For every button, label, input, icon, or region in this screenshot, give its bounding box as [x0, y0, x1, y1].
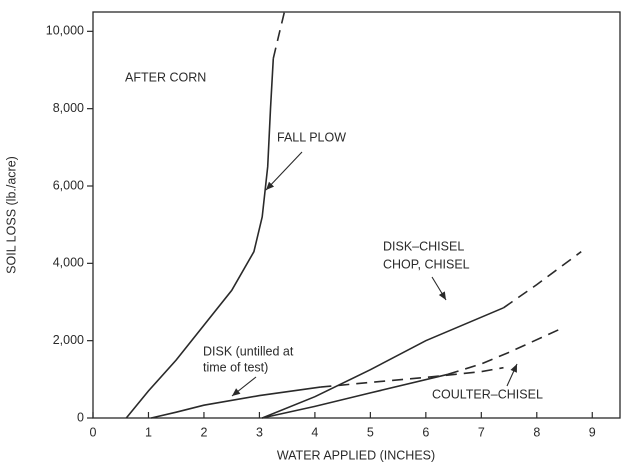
y-tick-label: 4,000 — [53, 256, 84, 270]
x-tick-label: 6 — [422, 425, 429, 439]
line-solid — [125, 58, 275, 419]
y-tick-label: 8,000 — [53, 101, 84, 115]
y-tick-label: 10,000 — [46, 24, 84, 38]
arrow-line — [265, 151, 303, 191]
annotation: DISK–CHISEL — [383, 239, 464, 253]
line-solid — [261, 307, 504, 419]
plot-frame — [92, 11, 621, 419]
x-tick-label: 2 — [200, 425, 207, 439]
annotation: AFTER CORN — [125, 70, 206, 84]
y-tick-label: 2,000 — [53, 333, 84, 347]
annotation: time of test) — [203, 360, 268, 374]
annotation: DISK (untilled at — [203, 344, 294, 358]
annotation: COULTER–CHISEL — [432, 387, 543, 401]
line-solid — [262, 373, 449, 419]
x-tick-label: 0 — [90, 425, 97, 439]
x-tick-label: 9 — [589, 425, 596, 439]
arrow-head — [438, 291, 446, 300]
x-tick-label: 3 — [256, 425, 263, 439]
line-dashed — [503, 251, 582, 309]
x-tick-label: 7 — [478, 425, 485, 439]
y-axis-label: SOIL LOSS (lb./acre) — [4, 156, 18, 274]
line-dashed — [320, 366, 504, 388]
annotation: CHOP, CHISEL — [383, 257, 470, 271]
arrow-head — [266, 181, 275, 190]
line-dashed — [447, 326, 565, 376]
annotation: FALL PLOW — [277, 130, 346, 144]
arrow-head — [510, 364, 517, 373]
x-tick-label: 1 — [145, 425, 152, 439]
x-tick-label: 5 — [367, 425, 374, 439]
y-tick-label: 0 — [77, 410, 84, 424]
x-axis-label: WATER APPLIED (INCHES) — [277, 448, 435, 462]
x-tick-label: 4 — [311, 425, 318, 439]
y-tick-label: 6,000 — [53, 178, 84, 192]
arrow-head — [232, 388, 241, 396]
x-tick-label: 8 — [533, 425, 540, 439]
line-solid — [151, 386, 321, 419]
line-dashed — [272, 11, 286, 59]
